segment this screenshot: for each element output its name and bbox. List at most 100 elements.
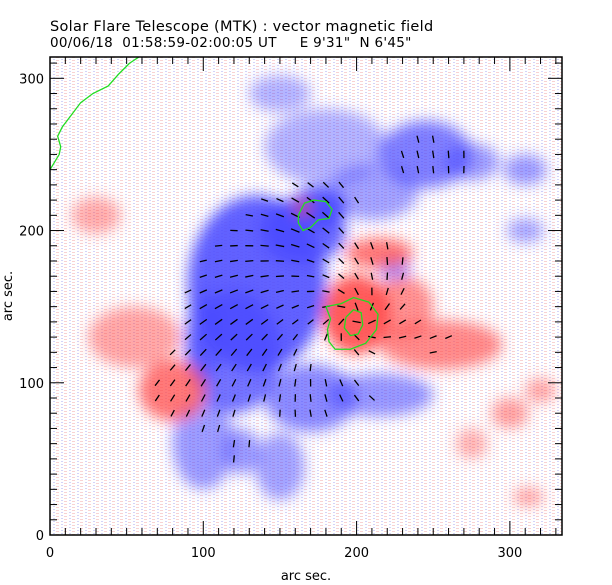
field-vector (338, 257, 345, 264)
field-vector (184, 319, 192, 325)
field-vector (184, 334, 192, 341)
field-vector (291, 182, 299, 188)
field-vector (322, 181, 330, 188)
field-vector (199, 259, 207, 263)
field-vector (309, 394, 312, 402)
x-axis-label: arc sec. (281, 569, 331, 584)
field-vector (184, 364, 191, 372)
field-vector (214, 333, 223, 341)
field-vector (245, 274, 254, 278)
field-vector (184, 289, 192, 294)
field-vector (246, 363, 252, 372)
field-vector (400, 150, 405, 159)
field-vector (429, 335, 437, 340)
field-vector (307, 182, 314, 188)
field-vector (432, 165, 435, 174)
contours (50, 57, 379, 350)
negative-polarity-region (503, 154, 547, 185)
field-vector (338, 227, 345, 234)
field-vector (185, 379, 191, 387)
field-vector (154, 379, 161, 387)
field-vector (199, 289, 208, 294)
field-vector (278, 378, 282, 387)
field-vector (231, 394, 236, 402)
field-vector (416, 150, 420, 159)
field-vector (429, 350, 437, 354)
y-tick-label: 0 (36, 529, 44, 544)
field-vector (324, 379, 328, 387)
field-vector (231, 363, 237, 372)
field-vector (276, 333, 284, 341)
field-vector (216, 394, 221, 402)
field-vector (262, 378, 267, 387)
field-vector (294, 378, 297, 387)
field-vector (370, 242, 374, 250)
negative-polarity-region (325, 373, 434, 417)
field-vector (247, 378, 252, 387)
field-vector (277, 363, 282, 372)
negative-polarity-region (223, 428, 261, 475)
field-vector (245, 318, 254, 325)
field-vector (275, 289, 284, 294)
field-vector (445, 335, 453, 340)
negative-polarity-region (172, 397, 234, 490)
field-vector (322, 258, 330, 264)
field-vector (199, 318, 208, 325)
field-vector (229, 304, 239, 310)
field-vector (276, 304, 284, 309)
field-vector (354, 287, 359, 296)
field-vector (246, 348, 253, 357)
field-vector (169, 379, 176, 387)
field-vector (291, 197, 300, 203)
field-vector (275, 213, 285, 218)
field-vector (306, 259, 315, 263)
plot-title: Solar Flare Telescope (MTK) : vector mag… (50, 19, 434, 35)
field-vector (401, 257, 404, 265)
field-vector (260, 318, 269, 325)
field-vector (184, 349, 192, 356)
field-vector (322, 318, 330, 325)
field-vector (368, 395, 376, 401)
field-vector (232, 455, 235, 463)
field-vector (215, 363, 222, 372)
field-vector (275, 260, 285, 262)
field-vector (169, 349, 176, 356)
positive-polarity-region (345, 238, 414, 269)
field-vector (354, 196, 360, 204)
field-vector (263, 394, 267, 402)
x-tick-label: 0 (46, 546, 54, 561)
positive-polarity-region (138, 359, 207, 421)
field-vector (400, 287, 405, 295)
negative-polarity-region (249, 75, 311, 112)
field-vector (291, 290, 300, 293)
negative-polarity-region (506, 218, 544, 243)
field-vector (214, 259, 223, 263)
field-vector (353, 394, 360, 402)
contour-pos-outer (325, 296, 379, 350)
field-vector (384, 303, 391, 311)
field-vector (260, 289, 269, 294)
field-vector (292, 333, 299, 341)
field-vector (291, 304, 300, 309)
field-vector (321, 211, 330, 219)
field-vector (232, 439, 236, 448)
field-vector (447, 150, 450, 159)
x-tick-label: 300 (497, 546, 522, 561)
field-vector (229, 259, 238, 263)
field-vector (338, 242, 345, 249)
field-vector (322, 242, 330, 249)
positive-polarity-region (71, 197, 121, 234)
field-vector (200, 363, 207, 372)
field-vector (245, 304, 254, 310)
field-vector (201, 424, 206, 433)
field-vector (338, 211, 345, 219)
axis-ticks: 0 100 200 300 0 100 200 300 (19, 57, 562, 561)
x-tick-label: 200 (344, 546, 369, 561)
field-vector (400, 166, 405, 174)
field-vector (306, 243, 315, 249)
field-vector (275, 275, 284, 278)
negative-polarity-region (255, 433, 305, 500)
field-vector (367, 319, 376, 325)
field-vector (184, 304, 192, 310)
field-vector (322, 196, 330, 204)
